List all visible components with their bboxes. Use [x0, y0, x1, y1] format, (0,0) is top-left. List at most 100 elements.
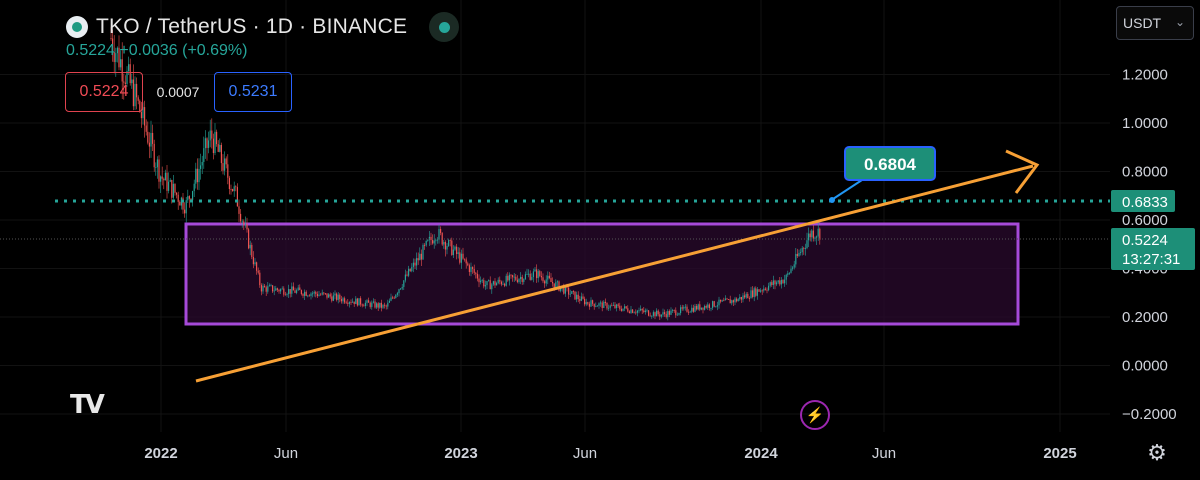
candle-body	[524, 274, 526, 279]
candle-body	[196, 168, 198, 183]
candle-body	[577, 294, 579, 300]
y-axis[interactable]: 1.20001.00000.80000.60000.40000.20000.00…	[1122, 67, 1177, 424]
candle-body	[187, 196, 189, 201]
candle-body	[540, 276, 542, 278]
candle-body	[363, 305, 365, 307]
x-axis[interactable]: 2022 Jun 2023 Jun 2024 Jun 2025	[144, 445, 1076, 462]
candle-body	[579, 299, 581, 301]
candle-body	[152, 132, 154, 144]
market-open-icon[interactable]	[429, 12, 460, 42]
candle-body	[800, 252, 802, 253]
candle-body	[124, 82, 126, 84]
candle-body	[123, 81, 125, 83]
candle-body	[585, 302, 587, 305]
candle-body	[329, 294, 331, 297]
lightning-icon[interactable]: ⚡	[800, 400, 830, 430]
candle-body	[163, 178, 165, 181]
candle-body	[641, 308, 643, 311]
candle-body	[609, 305, 611, 308]
candle-body	[171, 179, 173, 198]
candle-body	[361, 304, 363, 306]
annotation-box[interactable]	[844, 146, 936, 181]
candle-body	[544, 281, 546, 284]
candle-body	[256, 262, 258, 271]
candle-body	[803, 247, 805, 249]
candle-body	[742, 295, 744, 300]
buy-button[interactable]: 0.5231	[214, 72, 292, 112]
candle-body	[236, 187, 238, 207]
candle-body	[764, 288, 766, 290]
candle-body	[320, 294, 322, 296]
candle-body	[672, 310, 674, 311]
candle-body	[724, 298, 726, 301]
y-tick-label: 1.0000	[1122, 115, 1168, 132]
candle-body	[201, 161, 203, 166]
currency-select[interactable]: USDT ⌄	[1116, 6, 1194, 40]
annotation-label: 0.6804	[864, 155, 917, 174]
candle-body	[224, 158, 226, 171]
chevron-down-icon: ⌄	[1174, 15, 1185, 29]
candle-body	[288, 289, 290, 295]
candle-body	[136, 83, 138, 98]
sell-button[interactable]: 0.5224	[65, 72, 143, 112]
candle-body	[689, 311, 691, 313]
symbol-title[interactable]: TKO / TetherUS · 1D · BINANCE	[96, 15, 408, 38]
candle-body	[596, 305, 598, 307]
candle-body	[518, 279, 520, 283]
candle-body	[168, 181, 170, 191]
candle-body	[756, 289, 758, 296]
candle-body	[660, 314, 662, 317]
trend-line[interactable]	[195, 164, 1034, 383]
candle-body	[644, 310, 646, 313]
candle-body	[430, 236, 432, 241]
candle-body	[732, 300, 734, 303]
candle-body	[140, 112, 142, 119]
candle-body	[523, 278, 525, 282]
candle-body	[328, 294, 330, 298]
candle-body	[612, 304, 614, 306]
candle-body	[521, 276, 523, 282]
candle-body	[156, 159, 158, 168]
annotation-pointer	[832, 179, 863, 200]
candle-body	[195, 168, 197, 184]
candle-body	[419, 253, 421, 261]
candle-body	[588, 303, 590, 307]
candle-body	[164, 172, 166, 181]
candle-body	[369, 302, 371, 307]
candle-body	[681, 307, 683, 309]
candle-body	[297, 287, 299, 291]
candle-body	[248, 229, 250, 249]
countdown-label: 13:27:31	[1122, 251, 1180, 268]
candle-body	[494, 281, 496, 286]
candle-body	[510, 274, 512, 276]
candle-body	[115, 53, 117, 63]
candle-body	[273, 290, 275, 292]
candle-body	[616, 304, 618, 308]
candle-body	[464, 258, 466, 260]
candle-body	[470, 267, 472, 272]
candle-body	[784, 279, 786, 284]
candle-body	[350, 302, 352, 303]
candle-body	[416, 258, 418, 266]
candle-body	[771, 282, 773, 285]
candle-body	[316, 293, 318, 297]
gear-icon[interactable]: ⚙	[1147, 440, 1167, 465]
candle-body	[182, 197, 184, 210]
candle-body	[744, 295, 746, 298]
candle-body	[457, 252, 459, 254]
candle-body	[233, 186, 235, 192]
candle-body	[275, 288, 277, 291]
candle-body	[622, 308, 624, 311]
candle-body	[582, 296, 584, 299]
candle-body	[753, 288, 755, 297]
candle-body	[792, 267, 794, 269]
tradingview-logo-icon[interactable]: 𝗧𝗩	[70, 390, 105, 420]
candle-body	[747, 293, 749, 299]
candle-body	[761, 290, 763, 292]
candle-body	[446, 245, 448, 250]
candle-body	[184, 209, 186, 214]
candle-body	[268, 285, 270, 287]
candle-body	[344, 298, 346, 303]
candle-body	[590, 300, 592, 307]
